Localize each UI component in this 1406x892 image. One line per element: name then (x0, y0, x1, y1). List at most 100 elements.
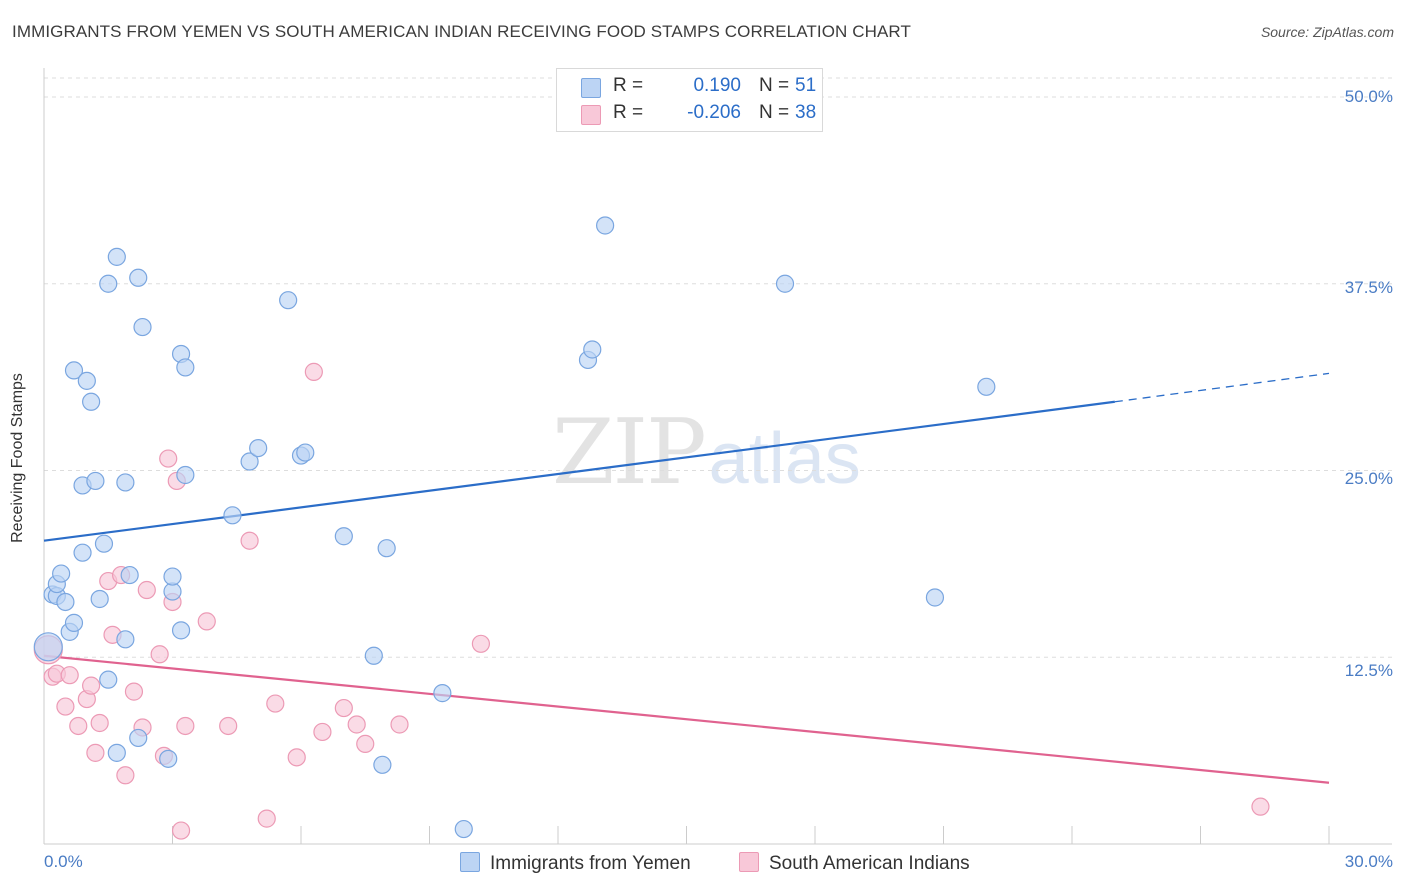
point-yemen (433, 684, 452, 703)
y-tick-label-25: 25.0% (1344, 469, 1393, 488)
point-yemen (159, 749, 178, 768)
point-yemen (99, 274, 118, 293)
point-yemen (52, 564, 71, 583)
trend-line-yemen (43, 400, 1115, 542)
y-tick-label-50: 50.0% (1344, 87, 1393, 106)
legend-swatch-blue (581, 78, 601, 98)
point-yemen (364, 646, 383, 665)
gridlines (44, 77, 1392, 658)
point-south-american-indians (334, 698, 353, 718)
point-south-american-indians (304, 362, 323, 381)
legend-n-label: N = (759, 102, 790, 123)
bottom-legend-swatch-pink (739, 852, 759, 872)
point-south-american-indians (124, 682, 144, 701)
y-axis-label: Receiving Food Stamps (9, 373, 26, 543)
x-tick-label-30: 30.0% (1344, 852, 1393, 871)
point-yemen (171, 621, 191, 640)
point-yemen (56, 592, 75, 612)
bottom-legend-label-south-american-indians: South American Indians (769, 853, 970, 874)
point-yemen (82, 392, 101, 411)
point-south-american-indians (266, 694, 285, 713)
point-south-american-indians (313, 722, 332, 742)
point-yemen (163, 567, 182, 586)
point-yemen (454, 819, 473, 839)
bottom-legend-south-american-indians: South American Indians (739, 852, 970, 875)
trend-line-yemen-extension (1114, 372, 1330, 403)
point-yemen (279, 291, 298, 310)
point-south-american-indians (1251, 797, 1270, 816)
point-yemen (925, 588, 945, 607)
point-south-american-indians (257, 809, 276, 828)
y-tick-label-12-5: 12.5% (1344, 661, 1393, 680)
point-yemen (64, 613, 84, 632)
legend-r-label: R = (613, 102, 644, 123)
point-yemen (73, 543, 92, 562)
point-yemen (107, 247, 126, 266)
point-yemen (86, 471, 105, 491)
point-south-american-indians (197, 612, 216, 631)
point-yemen (223, 506, 242, 525)
point-yemen (99, 670, 118, 689)
legend-r-value: 0.190 (693, 75, 741, 96)
point-south-american-indians (287, 748, 306, 767)
source-label: Source: ZipAtlas.com (1260, 24, 1394, 40)
point-south-american-indians (56, 697, 75, 716)
data-points (33, 216, 1270, 840)
point-south-american-indians (60, 666, 79, 685)
point-south-american-indians (240, 531, 259, 550)
point-yemen (77, 371, 96, 390)
legend-n-label: N = (759, 75, 790, 96)
point-yemen (129, 728, 148, 748)
legend-r-label: R = (613, 75, 644, 96)
point-yemen (977, 377, 996, 396)
point-south-american-indians (82, 676, 101, 695)
point-south-american-indians (137, 580, 156, 600)
point-yemen (377, 539, 396, 558)
point-south-american-indians (347, 715, 366, 734)
x-tick-label-0: 0.0% (44, 852, 83, 871)
y-tick-label-37-5: 37.5% (1344, 278, 1393, 297)
point-yemen (133, 317, 152, 337)
point-yemen (373, 755, 392, 774)
point-yemen (176, 358, 195, 377)
point-yemen (116, 630, 135, 649)
point-yemen (90, 589, 109, 609)
point-yemen (64, 361, 84, 380)
trend-lines (43, 372, 1330, 784)
point-south-american-indians (150, 645, 169, 664)
point-yemen (249, 438, 268, 458)
point-yemen (240, 452, 259, 471)
legend-n-value: 38 (795, 102, 817, 123)
point-south-american-indians (171, 821, 191, 840)
point-south-american-indians (90, 713, 109, 733)
point-south-american-indians (69, 716, 88, 736)
legend-swatch-pink (581, 105, 601, 125)
point-yemen (116, 473, 135, 492)
correlation-legend: R = 0.190 N = 51 R = -0.206 N = 38 (556, 68, 823, 132)
point-yemen (94, 534, 114, 553)
point-south-american-indians (159, 449, 178, 468)
legend-r-value: -0.206 (687, 102, 741, 123)
point-yemen (334, 527, 353, 546)
point-yemen (120, 565, 139, 585)
bottom-legend-yemen: Immigrants from Yemen (460, 852, 691, 875)
point-south-american-indians (356, 734, 375, 754)
point-south-american-indians (86, 743, 105, 762)
legend-n-value: 51 (795, 75, 817, 96)
point-yemen (176, 465, 195, 485)
point-yemen (596, 216, 615, 235)
point-south-american-indians (219, 716, 238, 736)
chart-title: IMMIGRANTS FROM YEMEN VS SOUTH AMERICAN … (12, 22, 911, 41)
bottom-legend-label-yemen: Immigrants from Yemen (490, 853, 691, 874)
point-yemen (296, 443, 315, 462)
point-south-american-indians (176, 716, 195, 736)
point-south-american-indians (390, 715, 409, 734)
point-yemen (107, 743, 126, 762)
point-yemen (775, 274, 795, 293)
point-south-american-indians (116, 766, 135, 785)
point-yemen (583, 340, 602, 359)
point-south-american-indians (471, 634, 490, 653)
bottom-legend-swatch-blue (460, 852, 480, 872)
point-yemen (129, 268, 148, 287)
